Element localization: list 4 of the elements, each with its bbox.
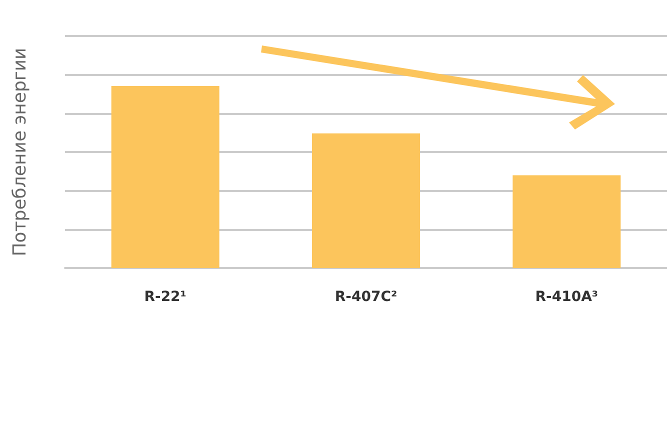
x-tick-label: R-410A³ <box>535 289 598 305</box>
x-tick-label: R-22¹ <box>144 289 186 305</box>
x-tick-label: R-407C² <box>334 289 398 305</box>
y-axis-title: Потребление энергии <box>10 48 30 256</box>
